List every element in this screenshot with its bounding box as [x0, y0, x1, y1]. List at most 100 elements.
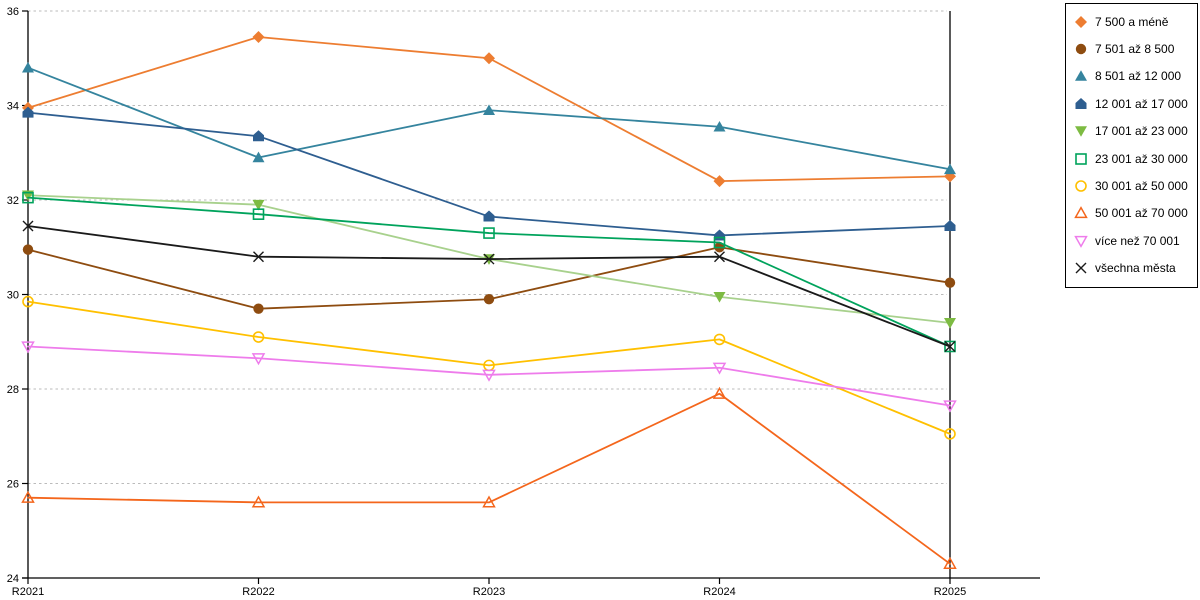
- y-tick-label: 24: [7, 573, 19, 585]
- triangle-down-marker-icon: [713, 292, 726, 303]
- legend-label: 12 001 až 17 000: [1095, 96, 1188, 111]
- y-tick-label: 26: [7, 479, 19, 491]
- triangle-up-open-marker-icon: [482, 495, 496, 508]
- circle-open-marker-icon: [944, 428, 956, 440]
- series-line: [27, 196, 951, 348]
- triangle-up-marker-icon: [1075, 70, 1087, 82]
- circle-open-marker-icon: [1075, 180, 1087, 192]
- legend-circle-open-icon: [1075, 180, 1087, 192]
- triangle-up-marker-icon: [713, 120, 726, 132]
- legend-item: 7 501 až 8 500: [1066, 35, 1197, 62]
- series-line: [27, 345, 951, 407]
- series-8: [21, 386, 957, 569]
- triangle-down-open-marker-icon: [712, 362, 727, 375]
- square-open-marker-icon: [1075, 152, 1087, 165]
- series-4: [22, 106, 956, 241]
- square-open-marker-icon: [252, 208, 265, 220]
- triangle-down-marker-icon: [944, 318, 956, 329]
- x-tick-label: R2025: [934, 586, 966, 598]
- legend-item: 30 001 až 50 000: [1066, 172, 1197, 199]
- triangle-up-open-marker-icon: [251, 495, 266, 508]
- legend-label: více než 70 001: [1095, 233, 1180, 248]
- legend-item: 7 500 a méně: [1066, 8, 1197, 35]
- x-cross-marker-icon: [944, 340, 956, 352]
- legend-label: 7 500 a méně: [1095, 14, 1169, 29]
- x-cross-marker-icon: [714, 251, 725, 263]
- circle-marker-icon: [1075, 43, 1087, 55]
- legend-square-open-icon: [1075, 152, 1087, 165]
- legend-diamond-icon: [1075, 15, 1087, 28]
- legend: 7 500 a méně 7 501 až 8 500 8 501 až 12 00…: [1065, 3, 1198, 288]
- triangle-down-open-marker-icon: [251, 353, 266, 366]
- series-2: [22, 242, 956, 314]
- y-tick-label: 36: [7, 6, 19, 18]
- series-line: [27, 300, 951, 435]
- legend-item: 8 501 až 12 000: [1066, 63, 1197, 90]
- legend-item: 17 001 až 23 000: [1066, 118, 1197, 145]
- triangle-up-open-marker-icon: [943, 556, 957, 569]
- square-open-marker-icon: [22, 191, 34, 204]
- triangle-down-open-marker-icon: [21, 341, 35, 354]
- circle-marker-icon: [22, 244, 34, 255]
- x-cross-marker-icon: [483, 253, 495, 265]
- legend-item: 12 001 až 17 000: [1066, 90, 1197, 117]
- triangle-down-open-marker-icon: [482, 369, 496, 382]
- diamond-marker-icon: [713, 175, 726, 188]
- circle-open-marker-icon: [713, 333, 726, 346]
- series-line: [27, 392, 951, 565]
- legend-label: 30 001 až 50 000: [1095, 179, 1188, 194]
- triangle-down-open-marker-icon: [1074, 235, 1088, 248]
- legend-label: všechna města: [1095, 261, 1176, 276]
- legend-circle-icon: [1075, 43, 1087, 55]
- circle-marker-icon: [944, 277, 956, 288]
- triangle-up-open-marker-icon: [712, 386, 727, 399]
- legend-label: 7 501 až 8 500: [1095, 42, 1175, 57]
- series-7: [22, 295, 956, 440]
- series-3: [22, 61, 956, 175]
- triangle-up-marker-icon: [483, 104, 495, 116]
- pentagon-marker-icon: [22, 106, 34, 118]
- y-tick-label: 32: [7, 195, 19, 207]
- triangle-down-marker-icon: [252, 199, 265, 211]
- legend-label: 17 001 až 23 000: [1095, 124, 1188, 139]
- circle-marker-icon: [253, 303, 264, 314]
- legend-label: 50 001 až 70 000: [1095, 206, 1188, 221]
- legend-triangle-down-open-icon: [1074, 235, 1088, 248]
- legend-item: více než 70 001: [1066, 227, 1197, 254]
- x-tick-label: R2023: [473, 586, 505, 598]
- triangle-up-open-marker-icon: [1074, 206, 1088, 219]
- pentagon-marker-icon: [253, 130, 264, 142]
- x-tick-label: R2022: [242, 586, 274, 598]
- triangle-down-open-marker-icon: [943, 400, 957, 413]
- x-cross-marker-icon: [253, 251, 264, 263]
- y-tick-label: 28: [7, 384, 19, 396]
- legend-triangle-down-icon: [1075, 126, 1087, 138]
- legend-item: 50 001 až 70 000: [1066, 200, 1197, 227]
- legend-triangle-up-icon: [1075, 70, 1087, 82]
- circle-open-marker-icon: [22, 295, 34, 308]
- pentagon-marker-icon: [483, 210, 495, 222]
- legend-item: všechna města: [1066, 255, 1197, 282]
- legend-x-cross-icon: [1075, 262, 1087, 274]
- legend-pentagon-icon: [1075, 97, 1087, 109]
- diamond-marker-icon: [1075, 15, 1087, 28]
- series-10: [22, 220, 956, 352]
- square-open-marker-icon: [483, 227, 495, 239]
- y-tick-label: 30: [7, 290, 19, 302]
- pentagon-marker-icon: [714, 229, 725, 241]
- diamond-marker-icon: [483, 52, 495, 65]
- legend-item: 23 001 až 30 000: [1066, 145, 1197, 172]
- triangle-up-marker-icon: [22, 61, 34, 73]
- pentagon-marker-icon: [944, 219, 956, 231]
- triangle-up-open-marker-icon: [21, 490, 35, 503]
- x-tick-label: R2021: [12, 586, 44, 598]
- pentagon-marker-icon: [1075, 97, 1087, 109]
- series-6: [22, 191, 956, 353]
- series-9: [21, 341, 957, 413]
- circle-open-marker-icon: [252, 331, 265, 343]
- x-cross-marker-icon: [1075, 262, 1087, 274]
- series-line: [27, 66, 951, 171]
- series-line: [27, 225, 951, 348]
- legend-label: 23 001 až 30 000: [1095, 151, 1188, 166]
